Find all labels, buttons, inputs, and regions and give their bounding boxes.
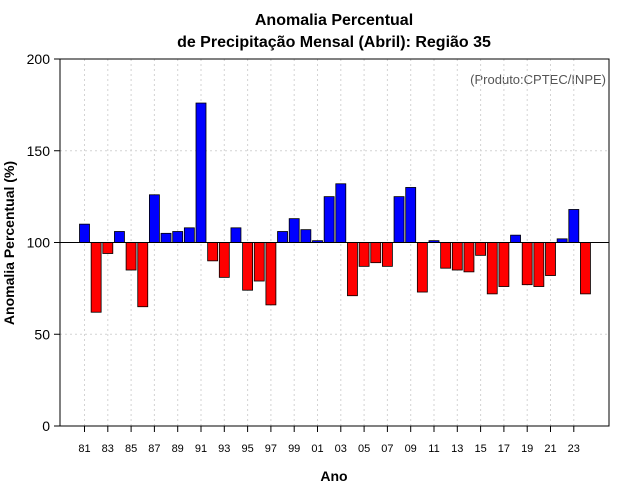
bar-1997 bbox=[265, 242, 277, 306]
bar-2022 bbox=[556, 238, 568, 243]
x-tick-label: 03 bbox=[335, 443, 347, 455]
x-tick-label: 83 bbox=[102, 443, 114, 455]
y-tick-label: 50 bbox=[34, 326, 50, 342]
x-tick-label: 85 bbox=[125, 443, 137, 455]
bar-1994 bbox=[230, 227, 242, 243]
bar-2019 bbox=[521, 242, 533, 286]
bar-1988 bbox=[160, 232, 172, 243]
x-tick-label: 23 bbox=[568, 443, 580, 455]
bar-2006 bbox=[370, 242, 382, 264]
bar-2005 bbox=[358, 242, 370, 267]
bar-2013 bbox=[451, 242, 463, 271]
x-tick-label: 19 bbox=[521, 443, 533, 455]
bar-2020 bbox=[533, 242, 545, 287]
bar-1992 bbox=[207, 242, 219, 262]
bar-2023 bbox=[568, 209, 580, 243]
bar-2002 bbox=[323, 196, 335, 243]
bar-1990 bbox=[183, 227, 195, 243]
bar-1982 bbox=[90, 242, 102, 313]
bar-1984 bbox=[114, 231, 125, 243]
x-axis-label: Ano bbox=[320, 468, 347, 484]
y-axis-label: Anomalia Percentual (%) bbox=[1, 161, 17, 325]
bar-2015 bbox=[475, 242, 487, 256]
bar-2012 bbox=[440, 242, 452, 269]
y-tick-label: 100 bbox=[27, 235, 51, 251]
x-tick-label: 11 bbox=[428, 443, 439, 455]
bar-2016 bbox=[486, 242, 498, 295]
bar-1991 bbox=[195, 102, 207, 243]
bar-2000 bbox=[300, 229, 312, 243]
x-tick-label: 09 bbox=[405, 443, 417, 455]
bar-1999 bbox=[288, 218, 300, 243]
bar-2007 bbox=[381, 242, 393, 267]
y-tick-label: 200 bbox=[27, 51, 51, 67]
x-tick-label: 87 bbox=[148, 443, 160, 455]
x-tick-label: 21 bbox=[544, 443, 556, 455]
x-tick-label: 95 bbox=[241, 443, 253, 455]
bar-1983 bbox=[102, 242, 114, 254]
x-tick-label: 13 bbox=[451, 443, 463, 455]
bar-2009 bbox=[405, 187, 417, 243]
bar-1996 bbox=[253, 242, 265, 282]
bar-2010 bbox=[416, 242, 428, 293]
x-tick-label: 15 bbox=[474, 443, 486, 455]
bar-2003 bbox=[335, 183, 347, 243]
axes: 0 50 100 150 200 81 83 85 87 89 91 93 95 97 99 01 03 05 07… bbox=[27, 51, 610, 455]
x-tick-label: 89 bbox=[172, 443, 184, 455]
x-tick-label: 91 bbox=[195, 443, 207, 455]
y-tick-label: 150 bbox=[27, 143, 51, 159]
x-tick-label: 93 bbox=[218, 443, 230, 455]
chart-title: Anomalia Percentual bbox=[255, 12, 413, 29]
x-tick-label: 97 bbox=[265, 443, 277, 455]
x-tick-label: 05 bbox=[358, 443, 370, 455]
bar-1986 bbox=[137, 242, 149, 308]
bar-1989 bbox=[172, 231, 184, 243]
bar-2004 bbox=[347, 242, 358, 297]
x-tick-label: 07 bbox=[381, 443, 393, 455]
bar-2017 bbox=[498, 242, 510, 287]
bar-2014 bbox=[463, 242, 475, 273]
bar-2018 bbox=[510, 234, 521, 243]
bar-1993 bbox=[218, 242, 230, 278]
chart-subtitle: de Precipitação Mensal (Abril): Região 3… bbox=[177, 34, 491, 51]
x-tick-label: 99 bbox=[288, 443, 300, 455]
x-tick-label: 17 bbox=[498, 443, 510, 455]
y-tick-label: 0 bbox=[42, 418, 50, 434]
bar-1985 bbox=[125, 242, 137, 271]
bar-1998 bbox=[277, 231, 288, 243]
x-tick-label: 01 bbox=[311, 443, 323, 455]
bar-1995 bbox=[242, 242, 254, 291]
bar-2008 bbox=[393, 196, 405, 243]
x-tick-label: 81 bbox=[78, 443, 90, 455]
credit-label: (Produto:CPTEC/INPE) bbox=[470, 72, 606, 87]
bar-2021 bbox=[545, 242, 556, 276]
bars bbox=[79, 102, 591, 313]
bar-2024 bbox=[580, 242, 591, 295]
bar-1981 bbox=[79, 223, 90, 243]
bar-1987 bbox=[148, 194, 160, 243]
